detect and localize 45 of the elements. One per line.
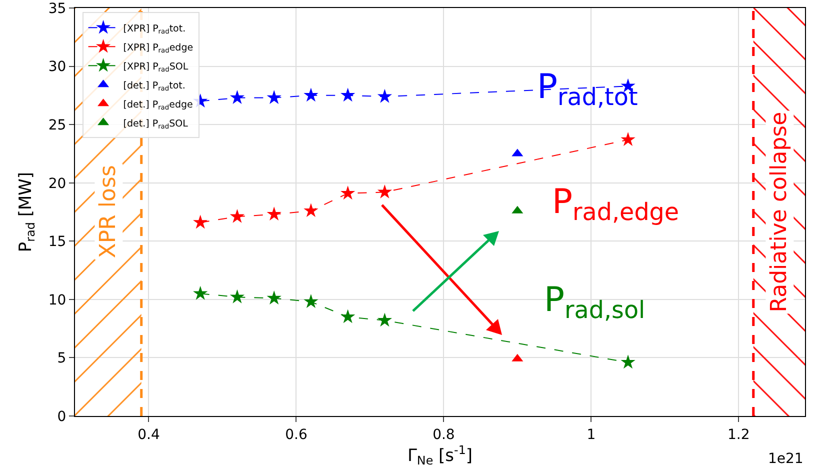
point	[620, 354, 636, 369]
point	[340, 186, 356, 200]
y-tick-label: 5	[57, 350, 66, 367]
x-tick-label: 0.6	[285, 426, 308, 443]
point	[230, 289, 245, 304]
annotation: P$_{rad,edge}$	[552, 182, 680, 226]
x-axis-title: Γ$_{Ne}$ [s$^{-1}$]	[407, 442, 473, 468]
point	[377, 312, 392, 327]
point	[304, 88, 318, 102]
point	[340, 309, 356, 324]
x-tick-label: 1.2	[728, 426, 750, 443]
y-tick-label: 25	[48, 117, 66, 134]
band-label: Radiative collapse	[767, 112, 792, 312]
text: 1e21	[768, 451, 804, 467]
legend-label: [det.] P$_{rad}$tot.	[123, 80, 186, 92]
y-tick-label: 15	[48, 234, 66, 250]
legend-label: [det.] P$_{rad}$edge	[123, 99, 193, 112]
point	[377, 184, 392, 198]
point	[230, 90, 245, 104]
legend-label: [det.] P$_{rad}$SOL	[123, 118, 189, 130]
point	[193, 214, 208, 229]
point	[266, 90, 282, 104]
legend-label: [XPR] P$_{rad}$edge	[123, 42, 194, 54]
y-tick-label: 0	[57, 408, 66, 425]
x-tick-label: 0.8	[432, 426, 455, 443]
x-tick-label: 0.4	[138, 426, 160, 443]
point	[304, 294, 318, 308]
y-tick-label: 10	[48, 292, 66, 308]
point	[377, 88, 392, 103]
point	[620, 132, 636, 146]
x-tick-label: 1	[586, 426, 596, 443]
y-tick-label: 30	[48, 59, 66, 76]
point	[340, 88, 356, 102]
y-tick-label: 20	[48, 176, 66, 192]
band-label: XPR loss	[96, 165, 122, 258]
point	[266, 290, 282, 304]
annotation: P$_{rad,sol}$	[544, 280, 646, 324]
point	[193, 286, 208, 300]
y-tick-label: 35	[48, 0, 66, 17]
point	[304, 203, 318, 218]
annotation: P$_{rad,tot}$	[537, 67, 638, 112]
point	[230, 208, 245, 223]
legend-label: [XPR] P$_{rad}$SOL	[123, 61, 189, 74]
point	[266, 206, 282, 221]
legend-label: [XPR] P$_{rad}$tot.	[123, 23, 186, 36]
